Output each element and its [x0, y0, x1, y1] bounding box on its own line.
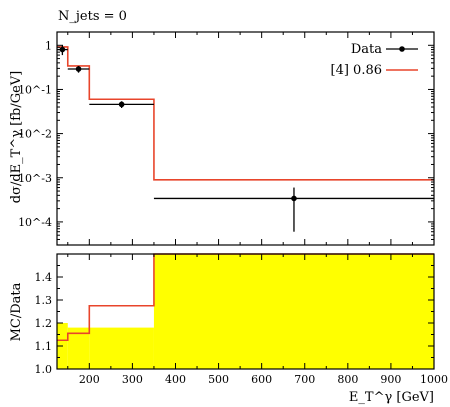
uncertainty-band — [67, 327, 90, 369]
main-y-tick-label: 10^-1 — [18, 83, 52, 96]
ratio-y-tick-label: 1.1 — [35, 340, 53, 353]
x-tick-label: 900 — [380, 373, 401, 386]
njets-annotation: N_jets = 0 — [58, 9, 127, 24]
x-tick-label: 300 — [122, 373, 143, 386]
x-tick-label: 400 — [165, 373, 186, 386]
main-y-tick-label: 10^-2 — [18, 128, 52, 141]
x-tick-label: 1000 — [420, 373, 448, 386]
data-point — [291, 195, 297, 202]
x-axis-label: E_T^γ [GeV] — [349, 390, 434, 405]
data-point — [59, 46, 66, 53]
ratio-line — [57, 253, 434, 342]
legend-data-marker — [399, 46, 405, 52]
main-y-tick-label: 10^-4 — [18, 216, 52, 229]
data-point — [75, 66, 82, 72]
x-tick-label: 200 — [79, 373, 100, 386]
main-y-tick-label: 10^-3 — [18, 172, 52, 185]
legend-data-label: Data — [351, 42, 382, 57]
ratio-y-tick-label: 1.0 — [35, 363, 53, 376]
legend-model-label: [4] 0.86 — [331, 63, 383, 78]
data-point — [118, 101, 125, 108]
ratio-panel: 1.0 1.1 1.2 1.3 1.4 200 300 400 500 600 700 800 900 1… — [35, 253, 448, 386]
ratio-y-axis-label: MC/Data — [9, 282, 24, 341]
ratio-y-tick-label: 1.2 — [35, 317, 53, 330]
x-tick-label: 700 — [294, 373, 315, 386]
x-tick-label: 500 — [208, 373, 229, 386]
uncertainty-band — [89, 327, 154, 369]
legend: Data [4] 0.86 — [331, 42, 418, 78]
uncertainty-band — [153, 254, 434, 369]
main-y-tick-label: 1 — [45, 39, 52, 52]
main-y-axis-label: dσ/dE_T^γ [fb/GeV] — [9, 71, 24, 203]
x-tick-label: 800 — [337, 373, 358, 386]
main-plot-frame — [56, 31, 435, 246]
x-tick-label: 600 — [251, 373, 272, 386]
main-panel: 1 10^-1 10^-2 10^-3 10^-4 — [18, 31, 435, 246]
ratio-y-tick-label: 1.4 — [35, 271, 53, 284]
ratio-y-tick-label: 1.3 — [35, 294, 53, 307]
